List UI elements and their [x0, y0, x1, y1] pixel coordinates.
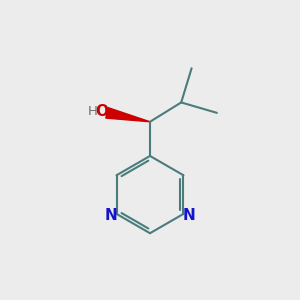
Text: O: O — [95, 104, 108, 119]
Text: N: N — [104, 208, 117, 223]
Text: H: H — [88, 105, 98, 118]
Text: N: N — [183, 208, 196, 223]
Polygon shape — [106, 108, 150, 122]
